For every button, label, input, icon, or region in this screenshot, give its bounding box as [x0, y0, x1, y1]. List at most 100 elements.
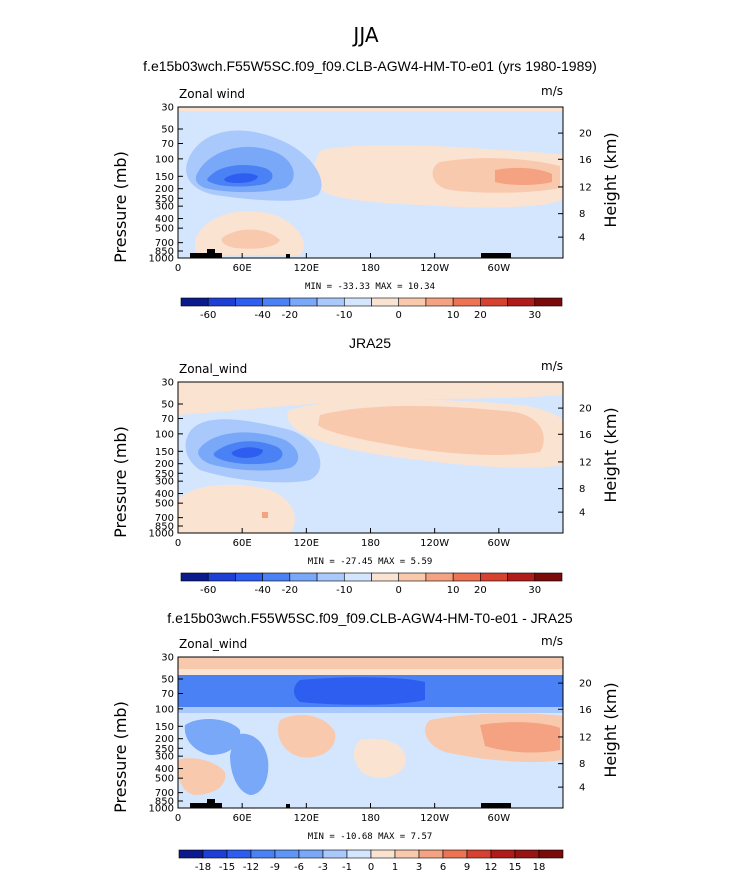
ytick-label: 300	[155, 202, 174, 213]
panel-1-terrain-africa	[190, 253, 222, 258]
xtick-label: 0	[175, 813, 181, 824]
ytick-label: 150	[155, 447, 174, 458]
colorbar-swatch	[262, 297, 291, 307]
panel-2-y2ticks: 20 16 12 8 4	[558, 404, 592, 519]
colorbar-label: 9	[464, 862, 470, 872]
ytick-label: 150	[155, 722, 174, 733]
colorbar-label: -6	[294, 862, 304, 872]
ytick-label: 500	[155, 224, 174, 235]
ytick-label: 50	[161, 399, 174, 410]
ytick-label: 400	[155, 489, 174, 500]
ytick-label: 1000	[149, 254, 174, 265]
panel-3-negative-region-column	[230, 733, 269, 795]
y2tick-label: 4	[579, 233, 585, 244]
colorbar-swatch	[398, 297, 427, 307]
y2tick-label: 12	[579, 457, 592, 468]
colorbar-label: 6	[440, 862, 446, 872]
colorbar-swatch	[534, 572, 563, 582]
colorbar-swatch	[178, 849, 204, 859]
ytick-label: 30	[161, 653, 174, 664]
panel-1: f.e15b03wch.F55W5SC.f09_f09.CLB-AGW4-HM-…	[111, 58, 620, 321]
panel-1-variable: Zonal wind	[179, 87, 245, 101]
ytick-label: 100	[155, 429, 174, 440]
colorbar-label: -9	[270, 862, 280, 872]
panel-1-terrain-andes	[481, 253, 511, 258]
panel-1-minmax: MIN = -33.33 MAX = 10.34	[305, 282, 435, 292]
colorbar-swatch	[425, 297, 454, 307]
panel-2-jet-core	[231, 447, 263, 458]
panel-3-negative-band-edge	[178, 707, 563, 713]
ytick-label: 250	[155, 194, 174, 205]
colorbar-swatch	[466, 849, 492, 859]
colorbar-swatch	[207, 297, 236, 307]
colorbar-label: -20	[282, 585, 298, 596]
ytick-label: 850	[155, 247, 174, 258]
ytick-label: 700	[155, 238, 174, 249]
panel-2-positive-spot	[262, 512, 268, 518]
panel-3-terrain-africa	[190, 803, 222, 808]
ytick-label: 300	[155, 477, 174, 488]
y2tick-label: 8	[579, 484, 585, 495]
ytick-label: 200	[155, 459, 174, 470]
colorbar-swatch	[316, 572, 345, 582]
y2tick-label: 16	[579, 430, 592, 441]
panel-2-y2label: Height (km)	[601, 407, 620, 502]
ytick-label: 70	[161, 689, 174, 700]
colorbar-swatch	[207, 572, 236, 582]
panel-2-positive-region-lower	[178, 484, 295, 533]
panel-1-positive-region-lower-inner	[221, 229, 280, 249]
panel-1-top-band	[178, 107, 563, 111]
panel-2-units: m/s	[541, 359, 563, 373]
y2tick-label: 4	[579, 508, 585, 519]
colorbar-swatch	[346, 849, 372, 859]
panel-3-y2ticks: 20 16 12 8 4	[558, 679, 592, 794]
xtick-label: 60W	[488, 538, 511, 549]
ytick-label: 1000	[149, 529, 174, 540]
panel-2-colorbar: -60 -40 -20 -10 0 10 20 30	[180, 572, 563, 596]
colorbar-swatch	[343, 297, 372, 307]
panel-1-plot	[177, 106, 564, 259]
colorbar-label: 1	[392, 862, 398, 872]
colorbar-label: 0	[396, 585, 402, 596]
main-title: JJA	[351, 23, 378, 47]
colorbar-swatch	[202, 849, 228, 859]
panel-1-units: m/s	[541, 84, 563, 98]
panel-2-positive-region-east-inner	[318, 406, 544, 455]
xtick-label: 120W	[420, 263, 449, 274]
colorbar-swatch	[371, 572, 400, 582]
panel-3-top-band	[178, 657, 563, 669]
ytick-label: 30	[161, 103, 174, 114]
xtick-label: 120W	[420, 538, 449, 549]
panel-3-colorbar: -18 -15 -12 -9 -6 -3 -1 0 1 3 6 9 12 15 18	[178, 849, 564, 872]
colorbar-swatch	[289, 297, 318, 307]
panel-2-variable: Zonal_wind	[179, 362, 247, 376]
colorbar-label: -15	[219, 862, 235, 872]
colorbar-swatch	[370, 849, 396, 859]
panel-2-minmax: MIN = -27.45 MAX = 5.59	[308, 557, 433, 567]
colorbar-swatch	[514, 849, 540, 859]
colorbar-swatch	[180, 572, 209, 582]
colorbar-swatch	[343, 572, 372, 582]
ytick-label: 50	[161, 674, 174, 685]
colorbar-label: 0	[396, 310, 402, 321]
panel-3-xticks: 0 60E 120E 180 120W 60W	[175, 803, 510, 824]
xtick-label: 120W	[420, 813, 449, 824]
colorbar-swatch	[398, 572, 427, 582]
colorbar-label: -10	[336, 585, 352, 596]
xtick-label: 120E	[294, 538, 319, 549]
ytick-label: 400	[155, 764, 174, 775]
ytick-label: 850	[155, 797, 174, 808]
y2tick-label: 8	[579, 759, 585, 770]
panel-3-positive-core-east	[480, 722, 560, 753]
colorbar-label: 10	[447, 310, 460, 321]
panel-3-negative-region-west	[184, 718, 241, 755]
colorbar-swatch	[425, 572, 454, 582]
ytick-label: 100	[155, 154, 174, 165]
ytick-label: 700	[155, 788, 174, 799]
colorbar-label: 20	[474, 585, 487, 596]
colorbar-label: -3	[318, 862, 328, 872]
panel-3-terrain-small	[286, 804, 290, 808]
